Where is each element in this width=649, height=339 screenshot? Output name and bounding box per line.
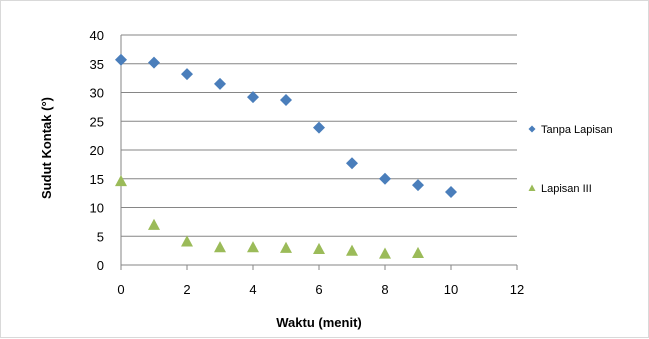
tanpa-lapisan-point [181,68,193,81]
y-tick-label: 25 [90,114,104,129]
lapisan-iii-point [115,175,127,187]
legend-label: Lapisan III [541,183,592,195]
tanpa-lapisan-point [115,53,127,66]
tanpa-lapisan-point [247,91,259,104]
x-tick-label: 10 [444,282,458,297]
lapisan-iii-point [379,247,391,259]
lapisan-iii-point [181,235,193,247]
gridlines [121,34,517,237]
legend: Tanpa Lapisan Lapisan III [528,124,613,195]
tanpa-lapisan-point [346,157,358,170]
tanpa-lapisan-point [280,93,292,106]
tanpa-lapisan-point [214,77,226,90]
y-tick-labels: 0 5 10 15 20 25 30 35 40 [90,28,104,273]
y-tick-label: 20 [90,143,104,158]
legend-diamond-marker [528,125,536,133]
y-tick-label: 30 [90,86,104,101]
lapisan-iii-point [346,244,358,256]
lapisan-iii-point [214,241,226,253]
x-tick-labels: 0 2 4 6 8 10 12 [117,282,524,297]
tanpa-lapisan-point [445,185,457,198]
x-tick-label: 12 [510,282,524,297]
tanpa-lapisan-point [148,56,160,69]
x-tick-label: 2 [183,282,190,297]
lapisan-iii-point [280,241,292,253]
lapisan-iii-point [313,242,325,254]
lapisan-iii-point [247,241,259,253]
lapisan-iii-point [412,246,424,259]
lapisan-iii-point [148,218,160,230]
x-axis-title: Waktu (menit) [276,315,361,330]
y-tick-label: 10 [90,201,104,216]
x-tick-label: 8 [381,282,388,297]
legend-triangle-marker [528,184,536,191]
y-tick-label: 15 [90,172,104,187]
y-axis-title: Sudut Kontak (°) [39,97,54,199]
x-tick-label: 0 [117,282,124,297]
x-tick-label: 6 [315,282,322,297]
y-tick-label: 35 [90,57,104,72]
x-tick-label: 4 [249,282,256,297]
legend-label: Tanpa Lapisan [541,124,613,136]
y-tick-label: 0 [97,258,104,273]
axes [120,35,518,270]
data-points [115,53,457,259]
tanpa-lapisan-point [379,172,391,185]
tanpa-lapisan-point [313,121,325,134]
y-tick-label: 5 [97,229,104,244]
y-tick-label: 40 [90,28,104,43]
tanpa-lapisan-point [412,179,424,192]
